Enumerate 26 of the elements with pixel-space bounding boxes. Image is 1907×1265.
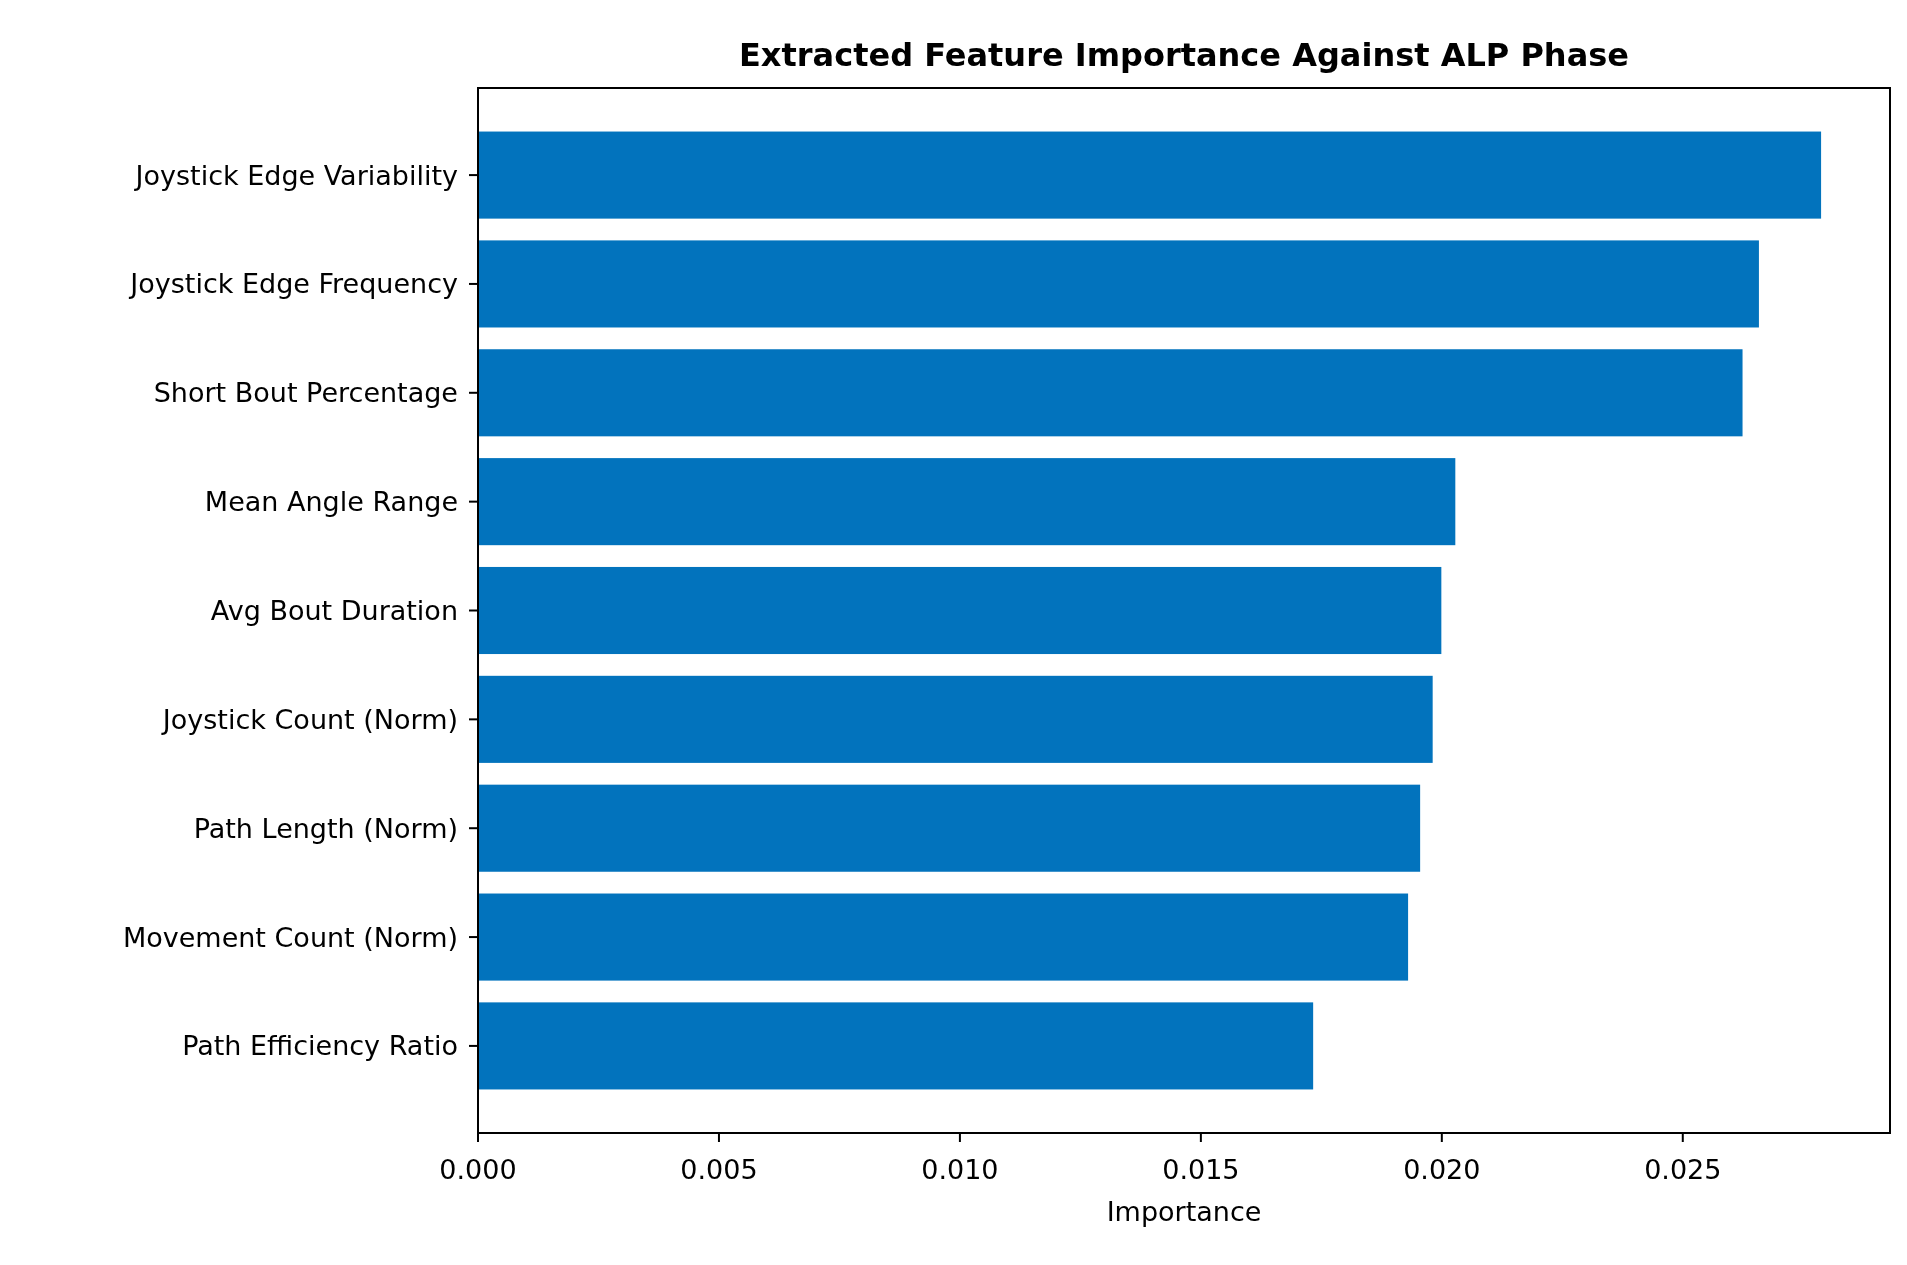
y-tick-label: Movement Count (Norm) <box>122 921 458 953</box>
bar <box>478 566 1442 655</box>
y-tick-label: Joystick Count (Norm) <box>160 703 458 735</box>
bar <box>478 893 1409 981</box>
x-tick-label: 0.015 <box>1162 1154 1240 1185</box>
bar <box>478 349 1743 437</box>
x-tick-label: 0.020 <box>1403 1154 1481 1185</box>
bar <box>478 131 1822 219</box>
bar <box>478 240 1759 328</box>
x-tick-label: 0.025 <box>1644 1154 1722 1185</box>
bar <box>478 784 1421 872</box>
y-tick-label: Mean Angle Range <box>204 486 458 518</box>
y-tick-label: Short Bout Percentage <box>153 377 458 409</box>
y-tick-label: Joystick Edge Variability <box>133 159 459 191</box>
x-axis-title: Importance <box>1106 1196 1262 1227</box>
x-tick-label: 0.005 <box>680 1154 758 1185</box>
y-tick-label: Joystick Edge Frequency <box>128 268 459 300</box>
x-tick-label: 0.000 <box>439 1154 517 1185</box>
bar <box>478 458 1456 546</box>
y-tick-label: Avg Bout Duration <box>210 594 458 626</box>
chart-title: Extracted Feature Importance Against ALP Phase <box>739 36 1629 74</box>
x-tick-label: 0.010 <box>921 1154 999 1185</box>
bar <box>478 1002 1314 1090</box>
y-tick-label: Path Efficiency Ratio <box>182 1030 458 1062</box>
bar <box>478 675 1433 763</box>
y-tick-label: Path Length (Norm) <box>193 812 458 844</box>
